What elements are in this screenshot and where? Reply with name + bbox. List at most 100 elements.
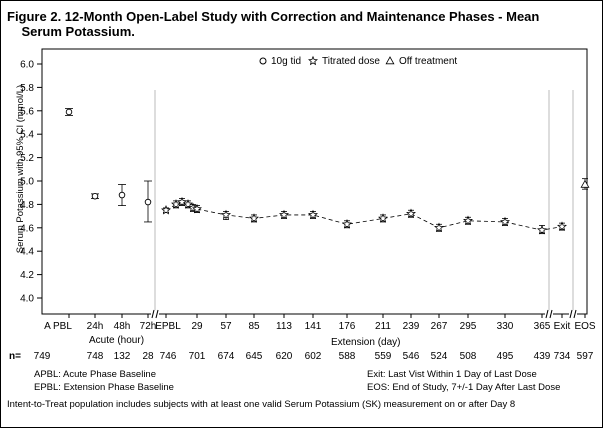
- title-line-2: Serum Potassium.: [21, 24, 135, 39]
- data-point-circle: [144, 198, 152, 206]
- legend-triangle-marker: [385, 56, 395, 65]
- n-value: 546: [403, 351, 420, 362]
- y-axis-label: Serum Potassium with 95% CI (mmol/L): [15, 85, 26, 253]
- n-value: 132: [114, 351, 131, 362]
- x-tick-label: EPBL: [155, 321, 181, 332]
- data-point-star: [279, 209, 289, 220]
- data-point-triangle: [580, 179, 590, 188]
- y-axis: 4.0 4.2 4.4 4.6 4.8 5.0 5.2 5.4 5.6 5.8 6.0: [20, 60, 42, 305]
- axis-break-gap: [545, 310, 553, 318]
- x-tick-label: 176: [339, 321, 356, 332]
- footnote-apbl: APBL: Acute Phase Baseline: [34, 369, 156, 380]
- y-tick-label: 6.0: [20, 60, 34, 71]
- data-point-star: [434, 222, 444, 233]
- n-value: 597: [577, 351, 594, 362]
- data-point-star: [221, 209, 231, 220]
- legend-label-off: Off treatment: [399, 56, 457, 67]
- series-group: [65, 108, 152, 223]
- x-tick-label: 24h: [87, 321, 104, 332]
- x-tick-label: 29: [191, 321, 203, 332]
- x-tick-label: 113: [276, 321, 292, 332]
- axis-break-mark: [155, 309, 159, 319]
- n-value: 674: [218, 351, 235, 362]
- y-tick-label: 4.4: [20, 247, 34, 258]
- x-tick-label: EOS: [574, 321, 595, 332]
- n-value: 439: [534, 351, 551, 362]
- x-tick-label: 239: [403, 321, 420, 332]
- n-value: 495: [497, 351, 514, 362]
- acute-axis-label: Acute (hour): [89, 335, 144, 346]
- y-tick-label: 4.8: [20, 200, 34, 211]
- x-tick-label: 295: [460, 321, 477, 332]
- series-group: [580, 178, 590, 190]
- data-point-star: [308, 55, 318, 66]
- data-point-star: [183, 199, 193, 209]
- series-group: [161, 196, 567, 235]
- title-line-1: Figure 2. 12-Month Open-Label Study with…: [7, 9, 540, 24]
- axis-break-gap: [569, 310, 577, 318]
- phase-separators: [151, 90, 577, 319]
- footnote-epbl: EPBL: Extension Phase Baseline: [34, 382, 174, 393]
- data-point-circle: [65, 108, 73, 116]
- series-layer: [65, 108, 590, 235]
- x-tick-label: 48h: [114, 321, 131, 332]
- y-tick-label: 5.6: [20, 106, 34, 117]
- n-value: 524: [431, 351, 448, 362]
- y-tick-label: 5.8: [20, 83, 34, 94]
- data-point-star: [406, 208, 416, 219]
- data-point-star: [171, 199, 181, 209]
- n-row: 749 748 132 28 746 701 674 645 620 602 588 559 546 52…: [34, 351, 594, 362]
- data-point-star: [249, 213, 259, 223]
- figure-title: Figure 2. 12-Month Open-Label Study with…: [7, 9, 539, 39]
- n-value: 645: [246, 351, 263, 362]
- footnote-eos: EOS: End of Study, 7+/-1 Day After Last …: [367, 382, 561, 393]
- x-tick-label: Exit: [554, 321, 571, 332]
- y-tick-label: 4.6: [20, 223, 34, 234]
- footnote-exit: Exit: Last Vist Within 1 Day of Last Dos…: [367, 369, 537, 380]
- data-point-star: [308, 209, 318, 220]
- extension-axis-label: Extension (day): [331, 337, 400, 348]
- data-point-triangle: [385, 56, 395, 65]
- data-point-star: [537, 224, 547, 235]
- data-point-star: [342, 219, 352, 229]
- footnote-itt: Intent-to-Treat population includes subj…: [7, 399, 516, 410]
- x-tick-label: 330: [497, 321, 514, 332]
- x-tick-label: 72h: [140, 321, 157, 332]
- data-point-star: [177, 196, 187, 207]
- axis-break-mark: [569, 309, 573, 319]
- x-tick-label: 211: [375, 321, 391, 332]
- axis-break-mark: [151, 309, 155, 319]
- x-tick-label: 85: [248, 321, 260, 332]
- x-tick-label: A PBL: [44, 321, 72, 332]
- data-point-star: [192, 203, 202, 214]
- x-tick-label: 141: [305, 321, 322, 332]
- legend-label-10g: 10g tid: [271, 56, 301, 67]
- y-tick-label: 5.2: [20, 153, 34, 164]
- axis-break-mark: [545, 309, 549, 319]
- axis-break-gap: [151, 310, 159, 318]
- n-value: 748: [87, 351, 104, 362]
- n-value: 588: [339, 351, 356, 362]
- legend-star-marker: [308, 55, 318, 66]
- n-value: 734: [554, 351, 571, 362]
- data-point-star: [500, 216, 510, 227]
- data-point-circle: [118, 191, 126, 199]
- n-value: 701: [189, 351, 206, 362]
- y-tick-label: 4.2: [20, 270, 34, 281]
- n-value: 749: [34, 351, 51, 362]
- legend: 10g tid Titrated dose Off treatment: [259, 55, 457, 67]
- legend-label-titrated: Titrated dose: [322, 56, 380, 67]
- y-tick-label: 5.0: [20, 177, 34, 188]
- n-value: 620: [276, 351, 293, 362]
- plot-area: [41, 48, 588, 315]
- y-tick-label: 4.0: [20, 294, 34, 305]
- data-point-star: [378, 213, 388, 223]
- n-value: 508: [460, 351, 477, 362]
- data-point-star: [557, 221, 567, 231]
- y-tick-label: 5.4: [20, 130, 34, 141]
- x-tick-label: 365: [534, 321, 551, 332]
- data-point-star: [161, 205, 171, 215]
